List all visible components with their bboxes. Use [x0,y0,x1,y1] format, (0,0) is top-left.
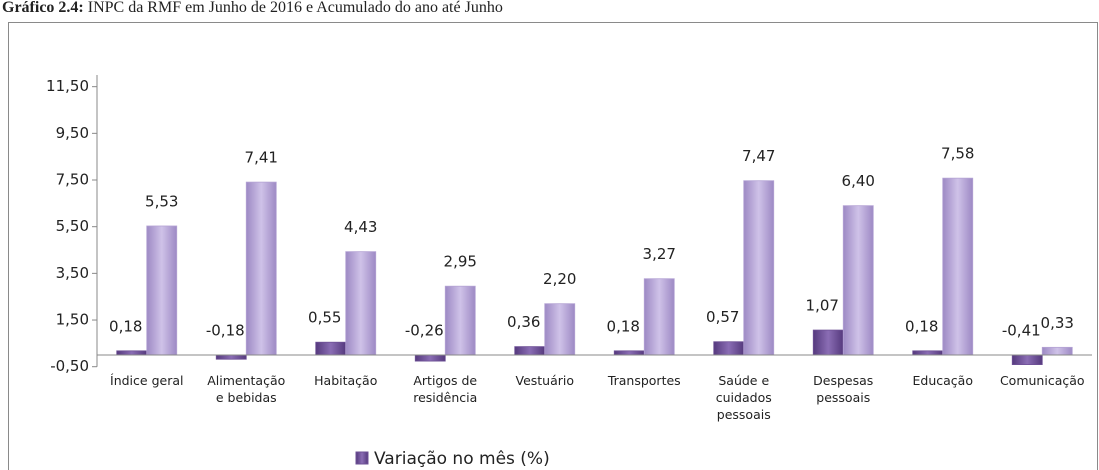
y-tick-label: 3,50 [56,264,89,282]
data-label: 0,55 [308,309,341,327]
title-text: INPC da RMF em Junho de 2016 e Acumulado… [88,0,503,16]
data-label: 7,41 [245,149,278,167]
bar [414,354,446,362]
bar [315,341,347,356]
bar [215,354,247,360]
x-tick-label: Transportes [607,373,681,388]
y-tick-label: 1,50 [56,311,89,329]
title-label: Gráfico 2.4: [2,0,84,16]
data-label: -0,18 [206,322,245,340]
data-label: 0,36 [507,313,540,331]
data-label: 2,20 [543,270,576,288]
data-label: 0,18 [607,317,640,335]
x-tick-label: Educação [913,373,973,388]
bar [245,181,277,356]
x-tick-label: Artigos de residência [413,373,477,405]
bar [713,341,745,356]
x-tick-label: Comunicação [1000,373,1085,388]
data-label: -0,26 [405,322,444,340]
y-tick-label: -0,50 [50,357,89,375]
data-label: 7,47 [742,147,775,165]
x-tick-label: Habitação [314,373,377,388]
data-label: 3,27 [643,245,676,263]
data-label: 0,18 [109,317,142,335]
bar [544,303,576,356]
bar [942,177,974,356]
bar [842,205,874,356]
bar [912,350,944,356]
legend-swatch [355,451,369,465]
data-label: 6,40 [842,172,875,190]
data-label: 4,43 [344,218,377,236]
bar [812,329,844,356]
x-tick-label: Vestuário [515,373,574,388]
bar [613,350,645,356]
bar [146,225,178,356]
bar [514,346,546,356]
y-tick-label: 11,50 [46,77,89,95]
data-label: 5,53 [145,192,178,210]
bar [643,278,675,356]
data-label: 7,58 [941,145,974,163]
data-label: -0,41 [1002,322,1041,340]
x-tick-label: Alimentação e bebidas [207,373,285,405]
y-tick-label: 5,50 [56,217,89,235]
bar [1041,346,1073,356]
y-tick-label: 7,50 [56,171,89,189]
data-label: 0,18 [905,317,938,335]
bar [116,350,148,356]
data-label: 0,57 [706,308,739,326]
data-label: 1,07 [806,297,839,315]
x-tick-label: Despesas pessoais [813,373,873,405]
chart-frame [8,22,1098,470]
data-label: 0,33 [1041,314,1074,332]
bar [1011,354,1043,365]
data-label: 2,95 [444,253,477,271]
bar [345,251,377,356]
bar [444,285,476,356]
legend-label: Variação no mês (%) [374,449,550,469]
x-tick-label: Saúde e cuidados pessoais [716,373,772,422]
chart-title: Gráfico 2.4: INPC da RMF em Junho de 2016… [2,0,503,16]
x-tick-label: Índice geral [110,373,183,388]
bar [743,180,775,356]
y-tick-label: 9,50 [56,124,89,142]
